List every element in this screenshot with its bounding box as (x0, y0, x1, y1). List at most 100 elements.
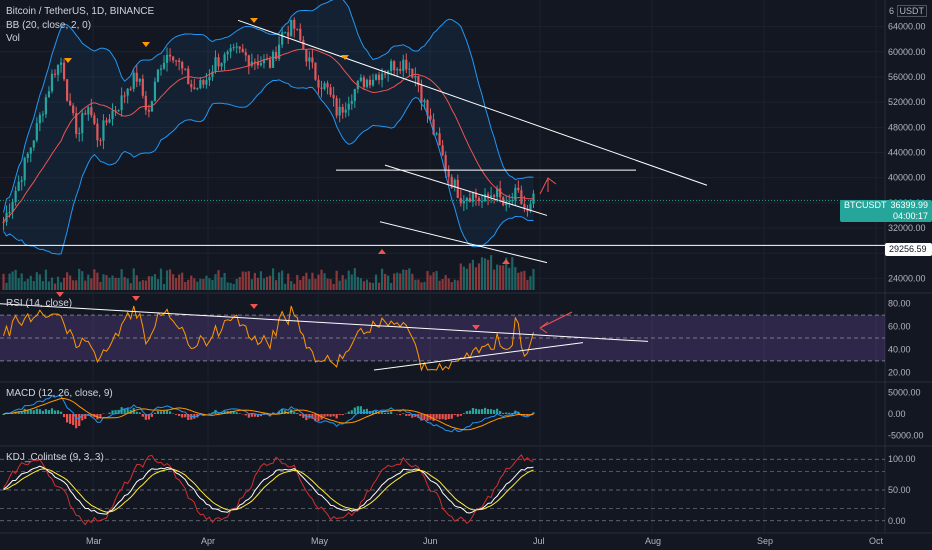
volume-bar (41, 281, 44, 290)
macd-hist-bar (432, 414, 435, 422)
volume-bar (114, 277, 117, 290)
macd-hist-bar (408, 414, 411, 416)
macd-hist-bar (465, 411, 468, 414)
candle-body (111, 110, 114, 120)
macd-hist-bar (371, 410, 375, 414)
volume-bar (223, 272, 226, 290)
candle-body (172, 56, 175, 61)
volume-bar (29, 275, 32, 290)
candle-body (44, 97, 48, 115)
time-tick-1: Apr (201, 536, 215, 546)
candle-body (465, 198, 468, 201)
candle-body (371, 79, 375, 86)
volume-bar (72, 280, 75, 290)
macd-hist-bar (150, 414, 154, 417)
macd-hist-bar (50, 408, 54, 414)
candle-body (517, 187, 520, 191)
candle-body (50, 73, 54, 92)
volume-bar (508, 267, 511, 290)
candle-body (99, 140, 102, 142)
macd-tick-1: 0.00 (888, 409, 906, 419)
candle-body (329, 87, 332, 95)
macd-hist-bar (256, 414, 260, 418)
candle-body (529, 203, 532, 212)
macd-hist-bar (402, 413, 405, 414)
candle-body (199, 79, 202, 89)
volume-bar (499, 265, 502, 290)
volume-bar (529, 276, 532, 290)
candle-body (256, 62, 260, 66)
candle-body (390, 61, 393, 72)
macd-tick-0: 5000.00 (888, 387, 921, 397)
volume-bar (126, 278, 129, 290)
candle-body (502, 197, 505, 206)
bb-upper (3, 0, 534, 213)
volume-bar (414, 279, 417, 290)
volume-bar (159, 268, 163, 290)
volume-bar (196, 281, 199, 290)
candle-body (193, 87, 196, 89)
candle-body (411, 68, 414, 78)
macd-hist-bar (32, 410, 35, 414)
volume-bar (390, 282, 393, 290)
volume-bar (53, 283, 57, 290)
candle-body (66, 79, 69, 101)
macd-hist-bar (474, 408, 478, 414)
macd-hist-bar (144, 414, 147, 420)
macd-hist-bar (29, 410, 32, 414)
macd-hist-bar (341, 414, 344, 416)
volume-bar (505, 257, 508, 290)
macd-hist-bar (323, 414, 326, 417)
candle-body (196, 88, 199, 90)
rsi-trendline-top (0, 303, 649, 342)
time-tick-0: Mar (86, 536, 102, 546)
macd-hist-bar (238, 413, 241, 414)
candle-body (105, 120, 108, 123)
candle-body (117, 110, 120, 112)
volume-bar (471, 259, 475, 290)
volume-bar (423, 281, 426, 290)
candle-body (132, 72, 135, 89)
macd-hist-bar (350, 410, 353, 414)
volume-bar (2, 273, 5, 290)
macd-hist-bar (44, 409, 48, 414)
volume-bar (320, 269, 323, 290)
price-tick-10: 24000.00 (888, 273, 926, 283)
candle-body (102, 120, 105, 141)
volume-bar (105, 275, 108, 290)
volume-bar (262, 278, 266, 290)
volume-group (2, 255, 535, 290)
macd-hist-bar (81, 414, 84, 421)
kdj-tick-0: 100.00 (888, 454, 916, 464)
macd-hist-bar (383, 412, 387, 414)
macd-hist-bar (447, 414, 450, 420)
candle-body (135, 72, 138, 82)
volume-bar (305, 272, 308, 290)
volume-bar (120, 269, 123, 290)
kdj-tick-1: 50.00 (888, 485, 911, 495)
volume-indicator-title: Vol (6, 33, 20, 44)
macd-hist-bar (390, 411, 393, 414)
volume-bar (102, 274, 105, 290)
bb-indicator-title: BB (20, close, 2, 0) (6, 20, 92, 31)
volume-bar (14, 269, 17, 290)
volume-bar (514, 267, 517, 290)
volume-bar (199, 278, 202, 290)
price-tick-5: 44000.00 (888, 148, 926, 158)
macd-hist-bar (220, 412, 223, 414)
rsi-line (3, 305, 534, 372)
volume-bar (483, 258, 487, 290)
volume-bar (214, 274, 217, 290)
macd-hist-bar (244, 414, 247, 416)
candle-body (29, 147, 32, 154)
macd-hist-bar (114, 410, 117, 414)
candle-body (317, 79, 320, 88)
macd-hist-bar (165, 409, 169, 414)
volume-bar (496, 264, 499, 290)
macd-hist-bar (147, 414, 150, 420)
candle-body (250, 61, 253, 66)
volume-bar (265, 276, 269, 290)
candle-body (523, 203, 526, 209)
macd-hist-bar (453, 414, 456, 415)
